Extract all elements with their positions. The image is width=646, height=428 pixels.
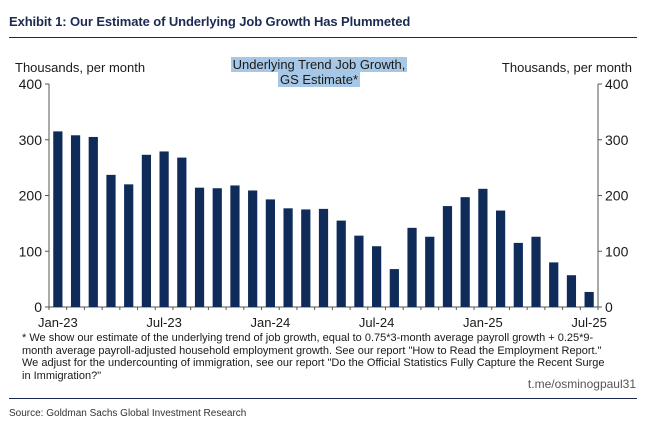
bar (177, 157, 187, 307)
left-y-tick-label: 300 (19, 132, 43, 148)
x-tick-label: Jul-25 (571, 315, 606, 330)
legend-line-1: Underlying Trend Job Growth, (230, 57, 408, 72)
bar (248, 190, 258, 307)
bar (566, 275, 577, 307)
bar (513, 242, 523, 307)
bar (141, 154, 152, 307)
bar (159, 151, 169, 307)
bar (372, 246, 382, 307)
x-tick-label: Jan-24 (250, 315, 290, 330)
left-y-tick-label: 200 (19, 188, 43, 204)
x-tick-label: Jan-25 (463, 315, 503, 330)
right-y-tick-label: 400 (605, 76, 629, 92)
bar (265, 199, 275, 307)
top-rule (9, 37, 637, 38)
exhibit-title: Exhibit 1: Our Estimate of Underlying Jo… (9, 14, 411, 29)
bar (318, 208, 329, 307)
bar (478, 188, 488, 307)
left-y-tick-label: 400 (19, 76, 43, 92)
bar (194, 187, 205, 307)
bar (389, 269, 399, 307)
bar (425, 236, 435, 307)
right-y-tick-label: 100 (605, 243, 629, 259)
chart-footnote: * We show our estimate of the underlying… (22, 332, 605, 382)
bar (283, 208, 293, 307)
legend: Underlying Trend Job Growth, GS Estimate… (224, 57, 414, 87)
left-y-tick-label: 100 (19, 243, 43, 259)
bar (407, 227, 417, 307)
left-axis-unit-label: Thousands, per month (15, 60, 146, 75)
source-note: Source: Goldman Sachs Global Investment … (9, 408, 247, 419)
watermark: t.me/osminogpaul31 (527, 377, 636, 391)
job-growth-bar-chart: 0 0 100 100 200 200 300 300 400 400 Jan-23 Jul-23 Ja… (19, 76, 629, 330)
right-y-tick-label: 200 (605, 188, 629, 204)
bar (88, 136, 98, 307)
bar (336, 220, 346, 307)
bar (53, 131, 63, 307)
bar (106, 174, 116, 307)
right-y-tick-label: 300 (605, 132, 629, 148)
right-axis-unit-label: Thousands, per month (501, 60, 632, 75)
x-tick-label: Jul-24 (359, 315, 394, 330)
bar (301, 209, 311, 307)
bar (549, 262, 559, 307)
right-y-tick-label: 0 (605, 299, 613, 315)
bar (354, 235, 364, 307)
x-tick-label: Jan-23 (38, 315, 78, 330)
bar (230, 185, 240, 307)
bar (584, 291, 594, 307)
left-y-tick-label: 0 (34, 299, 42, 315)
bottom-rule (9, 398, 637, 399)
bar (212, 188, 222, 307)
bar (70, 135, 81, 307)
legend-line-2: GS Estimate* (277, 72, 361, 87)
bar (531, 236, 541, 307)
bar (495, 210, 506, 307)
bar (442, 206, 453, 307)
x-tick-label: Jul-23 (146, 315, 181, 330)
bar (124, 184, 134, 307)
bar (460, 197, 470, 307)
